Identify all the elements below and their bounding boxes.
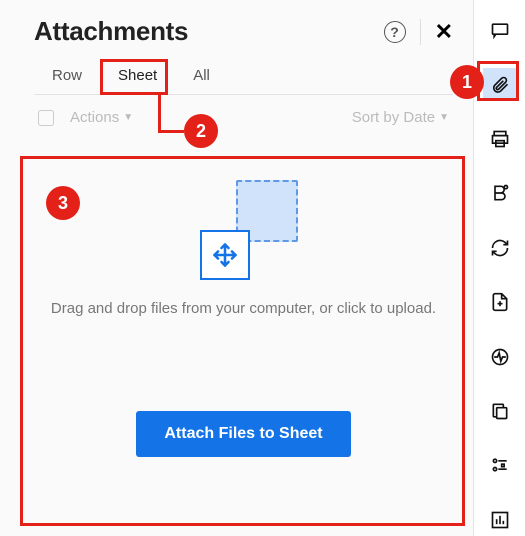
rail-file-add-icon[interactable] [483,286,517,318]
move-icon [211,241,239,269]
tab-row[interactable]: Row [34,59,100,94]
sort-dropdown[interactable]: Sort by Date ▼ [352,109,449,126]
chevron-down-icon: ▼ [439,112,449,123]
help-icon[interactable]: ? [384,21,406,43]
toolbar: Actions ▼ Sort by Date ▼ [34,95,453,134]
rail-bold-icon[interactable] [483,177,517,209]
attach-files-button[interactable]: Attach Files to Sheet [136,411,350,457]
upload-dropzone[interactable]: Drag and drop files from your computer, … [34,140,453,516]
rail-refresh-icon[interactable] [483,232,517,264]
panel-header: Attachments ? ✕ [34,16,453,47]
rail-print-icon[interactable] [483,123,517,155]
header-actions: ? ✕ [384,19,453,45]
panel-title: Attachments [34,16,188,47]
rail-attachments-icon[interactable] [483,68,517,100]
tab-sheet[interactable]: Sheet [100,59,175,94]
rail-activity-icon[interactable] [483,340,517,372]
actions-dropdown[interactable]: Actions ▼ [70,109,133,126]
select-all-checkbox[interactable] [38,110,54,126]
dropzone-hint: Drag and drop files from your computer, … [51,298,436,321]
chevron-down-icon: ▼ [123,112,133,123]
drag-source-icon [200,230,250,280]
attachments-panel: Attachments ? ✕ Row Sheet All Actions ▼ … [0,0,473,536]
close-icon[interactable]: ✕ [435,21,453,43]
right-rail [473,0,525,536]
rail-copy-icon[interactable] [483,395,517,427]
tab-bar: Row Sheet All [34,59,453,95]
header-divider [420,19,421,45]
dropzone-graphic [184,180,304,280]
tab-all[interactable]: All [175,59,228,94]
rail-comments-icon[interactable] [483,14,517,46]
sort-label: Sort by Date [352,109,435,126]
rail-chart-icon[interactable] [483,504,517,536]
actions-label: Actions [70,109,119,126]
toolbar-left: Actions ▼ [38,109,133,126]
rail-workflow-icon[interactable] [483,449,517,481]
